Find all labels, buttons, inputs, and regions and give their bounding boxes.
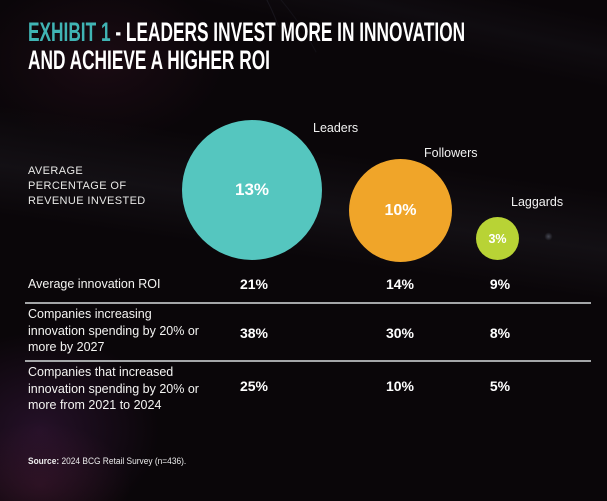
- exhibit-title: EXHIBIT 1 - LEADERS INVEST MORE IN INNOV…: [28, 18, 607, 74]
- table-cell: 14%: [385, 276, 415, 292]
- leaders-bubble-label: Leaders: [313, 121, 359, 135]
- table-row-label: Average innovation ROI: [28, 276, 161, 293]
- table-cell: 30%: [385, 325, 415, 341]
- followers-bubble-label: Followers: [424, 146, 478, 160]
- title-line1-text: - LEADERS INVEST MORE IN INNOVATION: [110, 17, 466, 47]
- table-cell: 8%: [489, 325, 511, 341]
- table-cell: 5%: [489, 378, 511, 394]
- table-cell: 10%: [385, 378, 415, 394]
- laggards-bubble: 3%: [476, 217, 519, 260]
- row-label-line: Average innovation ROI: [28, 277, 161, 291]
- table-row-label: Companies increasing innovation spending…: [28, 306, 199, 356]
- source-text: 2024 BCG Retail Survey (n=436).: [59, 456, 187, 467]
- title-line-1: EXHIBIT 1 - LEADERS INVEST MORE IN INNOV…: [28, 18, 607, 46]
- source-prefix: Source:: [28, 456, 60, 467]
- bubble-metric-label: AVERAGE PERCENTAGE OF REVENUE INVESTED: [28, 164, 146, 210]
- followers-bubble-value: 10%: [384, 201, 417, 219]
- row-label-line: more by 2027: [28, 340, 105, 354]
- table-cell: 25%: [239, 378, 269, 394]
- title-line-2: AND ACHIEVE A HIGHER ROI: [28, 46, 607, 74]
- row-label-line: more from 2021 to 2024: [28, 398, 162, 412]
- metric-label-line: REVENUE INVESTED: [28, 195, 146, 208]
- row-label-line: Companies increasing: [28, 307, 152, 321]
- title-exhibit-number: EXHIBIT 1: [28, 17, 111, 47]
- metric-label-line: AVERAGE: [28, 165, 84, 177]
- row-label-line: innovation spending by 20% or: [28, 381, 199, 396]
- leaders-bubble-value: 13%: [234, 180, 270, 199]
- background-dot: [543, 231, 554, 242]
- table-row-label: Companies that increased innovation spen…: [28, 364, 199, 414]
- source-note: Source: 2024 BCG Retail Survey (n=436).: [28, 451, 208, 469]
- laggards-bubble-value: 3%: [488, 231, 507, 246]
- leaders-bubble: 13%: [182, 120, 322, 260]
- row-label-line: innovation spending by 20% or: [28, 323, 199, 338]
- row-label-line: Companies that increased: [28, 365, 174, 379]
- title-line2-text: AND ACHIEVE A HIGHER ROI: [28, 45, 270, 75]
- table-cell: 38%: [239, 325, 269, 341]
- row-separator: [25, 302, 591, 304]
- table-cell: 21%: [239, 276, 269, 292]
- followers-bubble: 10%: [349, 159, 452, 262]
- table-cell: 9%: [489, 276, 511, 292]
- row-separator: [25, 360, 591, 362]
- laggards-bubble-label: Laggards: [511, 195, 564, 209]
- metric-label-line: PERCENTAGE OF: [28, 180, 127, 193]
